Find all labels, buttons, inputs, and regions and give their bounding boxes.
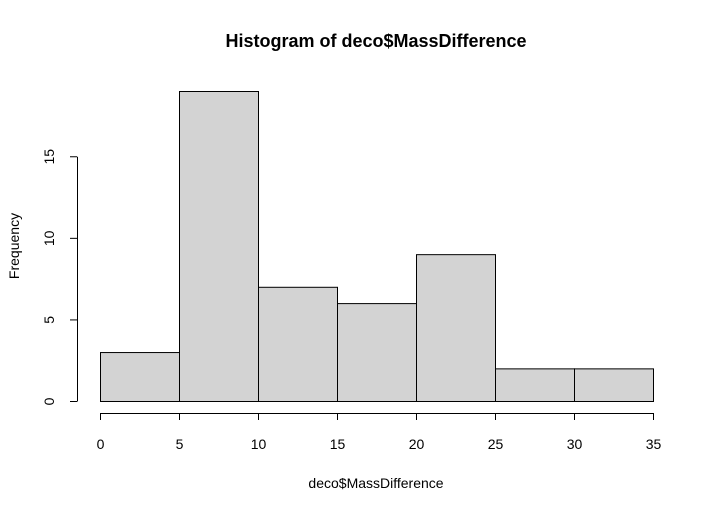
x-axis-label: deco$MassDifference: [308, 475, 443, 491]
bars-group: [100, 91, 654, 403]
x-tick-label-0: 0: [97, 436, 105, 452]
y-axis-label: Frequency: [6, 213, 22, 279]
histogram-bar-5: [495, 368, 575, 402]
y-tick-label-0: 0: [41, 397, 57, 405]
y-tick-label-2: 10: [41, 230, 57, 246]
y-tick-label-1: 5: [41, 316, 57, 324]
x-axis: 0 5 10 15 20 25 30 35: [97, 413, 662, 452]
chart-title: Histogram of deco$MassDifference: [225, 31, 526, 51]
x-tick-label-6: 30: [567, 436, 583, 452]
y-tick-label-3: 15: [41, 149, 57, 165]
histogram-bar-1: [179, 91, 259, 402]
x-tick-label-3: 15: [330, 436, 346, 452]
histogram-bar-3: [337, 303, 417, 402]
x-tick-label-1: 5: [176, 436, 184, 452]
histogram-bar-0: [100, 352, 180, 403]
x-tick-label-5: 25: [488, 436, 504, 452]
x-tick-label-4: 20: [409, 436, 425, 452]
histogram-bar-4: [416, 254, 496, 402]
y-axis: 0 5 10 15: [41, 149, 78, 405]
x-tick-label-7: 35: [646, 436, 662, 452]
histogram-bar-6: [574, 368, 654, 402]
histogram-bar-2: [258, 286, 338, 402]
x-tick-label-2: 10: [251, 436, 267, 452]
